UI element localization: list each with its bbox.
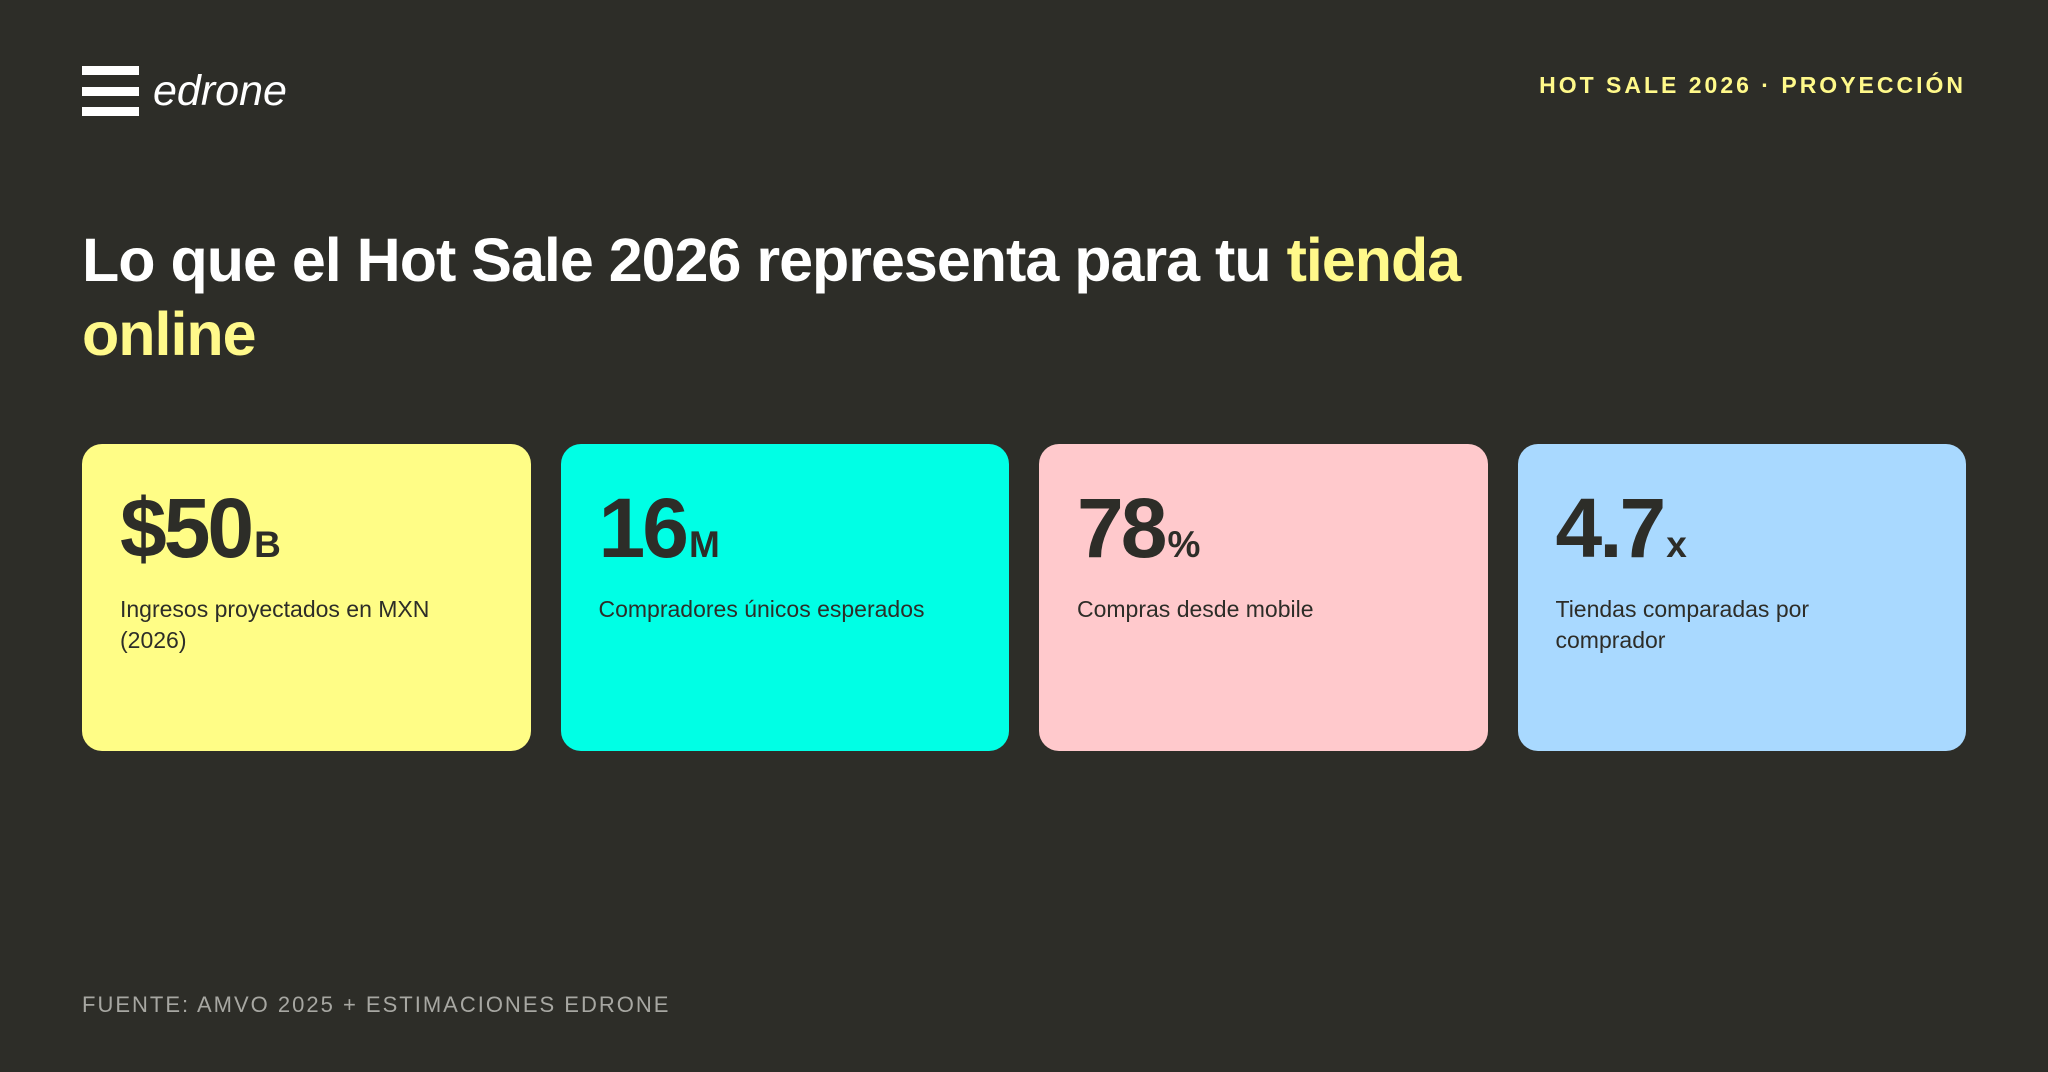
stats-cards: $50 B Ingresos proyectados en MXN (2026)… <box>82 444 1966 751</box>
stat-value-group: 78 % <box>1077 486 1450 582</box>
stat-value: 16 <box>598 481 689 575</box>
brand-logo: edrone <box>82 66 287 116</box>
stat-label: Compras desde mobile <box>1077 596 1314 622</box>
stat-value: $50 <box>120 481 254 575</box>
source-footer: FUENTE: AMVO 2025 + ESTIMACIONES EDRONE <box>82 992 671 1017</box>
stat-value-group: $50 B <box>120 486 493 582</box>
page-title: Lo que el Hot Sale 2026 representa para … <box>82 223 1582 371</box>
stat-value: 4.7 <box>1555 481 1667 575</box>
page-header: edrone HOT SALE 2026 · PROYECCIÓN <box>82 62 1966 122</box>
stat-label: Compradores únicos esperados <box>598 596 925 622</box>
stat-label: Ingresos proyectados en MXN (2026) <box>120 596 430 653</box>
stat-card-mobile: 78 % Compras desde mobile <box>1039 444 1488 751</box>
page-title-accent: tienda online <box>82 225 1461 368</box>
page-title-main: Lo que el Hot Sale 2026 representa para … <box>82 225 1272 294</box>
stat-card-revenue: $50 B Ingresos proyectados en MXN (2026) <box>82 444 531 751</box>
stat-unit: x <box>1666 524 1687 565</box>
stat-card-buyers: 16 M Compradores únicos esperados <box>560 444 1009 751</box>
brand-name: edrone <box>153 66 287 115</box>
hamburger-logo-icon <box>82 66 139 116</box>
stat-unit: % <box>1167 524 1201 565</box>
stat-value: 78 <box>1077 481 1167 575</box>
stat-value-group: 4.7 x <box>1556 486 1929 582</box>
stat-value-group: 16 M <box>599 486 972 582</box>
header-tag: HOT SALE 2026 · PROYECCIÓN <box>1539 72 1966 98</box>
stat-unit: M <box>688 524 720 565</box>
stat-label: Tiendas comparadas por comprador <box>1555 596 1810 653</box>
stat-unit: B <box>254 524 281 565</box>
stat-card-stores: 4.7 x Tiendas comparadas por comprador <box>1517 444 1966 751</box>
